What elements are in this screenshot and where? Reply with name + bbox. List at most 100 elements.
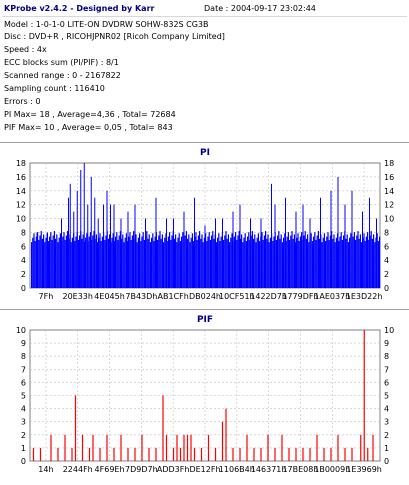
pi-bar	[146, 231, 148, 288]
pi-bar	[116, 232, 118, 288]
x-tick-label: DE12Fh	[189, 465, 220, 474]
pi-bar	[235, 232, 237, 288]
pi-bar	[268, 242, 270, 288]
y-tick-label: 12	[16, 201, 26, 210]
pi-bar	[263, 235, 265, 288]
pi-bar	[322, 237, 324, 288]
pi-bar	[98, 237, 100, 288]
pi-bar	[197, 235, 199, 288]
pi-bar	[292, 238, 294, 288]
pi-bar	[319, 238, 321, 288]
info-disc: Disc : DVD+R , RICOHJPNR02 [Ricoh Compan…	[4, 32, 225, 41]
pi-bar	[207, 236, 209, 288]
y-tick-label-right: 14	[384, 187, 394, 196]
pi-bar	[213, 238, 215, 288]
pi-bar	[349, 237, 351, 288]
pi-bar	[34, 241, 36, 288]
pi-bar	[327, 232, 329, 288]
y-tick-label-right: 10	[384, 326, 394, 335]
pi-bar	[135, 234, 137, 288]
pi-bar	[166, 241, 168, 288]
y-tick-label-right: 3	[384, 418, 389, 427]
y-tick-label: 5	[21, 392, 26, 401]
pi-bar	[137, 237, 139, 288]
pi-bar	[376, 233, 378, 288]
pi-bar	[313, 236, 315, 288]
y-tick-label-right: 0	[384, 284, 389, 293]
pi-bar	[229, 242, 231, 288]
pi-bar	[200, 238, 202, 288]
pi-bar	[303, 235, 305, 288]
pi-bar	[56, 234, 58, 288]
y-tick-label: 9	[21, 339, 26, 348]
y-tick-label: 0	[21, 284, 26, 293]
pi-bar	[107, 238, 109, 288]
pi-chart-panel: PI 0 0 2 2 4 4 6 6 8 8 10 10 12 12 14 14 16 16 18 18 7Fh 20E33…	[0, 142, 409, 308]
divider	[2, 16, 407, 17]
pi-bar	[136, 242, 138, 288]
pi-bar	[176, 242, 178, 288]
pi-bar	[65, 235, 67, 288]
pi-bar	[236, 239, 238, 288]
x-tick-label: 146371h	[251, 465, 287, 474]
pi-bar	[143, 239, 145, 288]
pi-bar	[254, 234, 256, 288]
pi-bar	[308, 242, 310, 288]
pi-bar	[293, 234, 295, 288]
pi-bar	[347, 242, 349, 288]
pi-bar	[161, 234, 163, 288]
pi-bar	[206, 241, 208, 288]
pi-bar	[379, 236, 381, 288]
pi-bar	[185, 231, 187, 288]
pi-bar	[243, 237, 245, 288]
pi-bar	[371, 238, 373, 288]
pi-bar	[118, 235, 120, 288]
pi-bar	[321, 242, 323, 288]
pi-bar	[49, 236, 51, 288]
y-tick-label-right: 8	[384, 352, 389, 361]
pi-bar	[220, 236, 222, 288]
app-title: KProbe v2.4.2 - Designed by Karr	[4, 4, 155, 13]
pi-bar	[58, 237, 60, 288]
y-tick-label: 10	[16, 215, 26, 224]
pi-bar	[280, 234, 282, 288]
y-tick-label: 7	[21, 365, 26, 374]
pi-bar	[86, 233, 88, 288]
pi-bar	[357, 231, 359, 288]
y-tick-label-right: 10	[384, 215, 394, 224]
pi-bar	[47, 241, 49, 288]
pi-bar	[279, 238, 281, 288]
pi-bar	[171, 235, 173, 288]
pi-bar	[157, 239, 159, 288]
x-tick-label: 7Fh	[39, 292, 54, 301]
pi-bar	[226, 238, 228, 288]
pi-bar	[191, 233, 193, 288]
pi-bar	[190, 237, 192, 288]
pi-bar	[71, 237, 73, 288]
pi-bar	[175, 234, 177, 288]
pi-bar	[187, 238, 189, 288]
pi-bar	[149, 242, 151, 288]
pi-bar	[77, 239, 79, 288]
pi-bar	[79, 235, 81, 288]
chart-title: PI	[200, 148, 210, 158]
pi-bar	[133, 231, 135, 288]
pi-bar	[40, 231, 42, 288]
info-panel: KProbe v2.4.2 - Designed by Karr Date : …	[0, 0, 409, 142]
pi-bar	[159, 231, 161, 288]
pi-bar	[189, 242, 191, 288]
pi-bar	[41, 238, 43, 288]
pi-bar	[57, 242, 59, 288]
y-tick-label: 6	[21, 378, 26, 387]
y-tick-label-right: 0	[384, 457, 389, 466]
pi-bar	[88, 236, 90, 288]
info-errors: Errors : 0	[4, 97, 41, 106]
pi-bar	[67, 231, 69, 288]
pi-bar	[163, 242, 165, 288]
y-tick-label-right: 18	[384, 159, 394, 168]
pi-bar	[170, 239, 172, 288]
pi-bar	[215, 242, 217, 288]
pi-bar	[230, 237, 232, 288]
x-tick-label: 20E33h	[62, 292, 92, 301]
x-tick-label: 10CF51h	[219, 292, 255, 301]
